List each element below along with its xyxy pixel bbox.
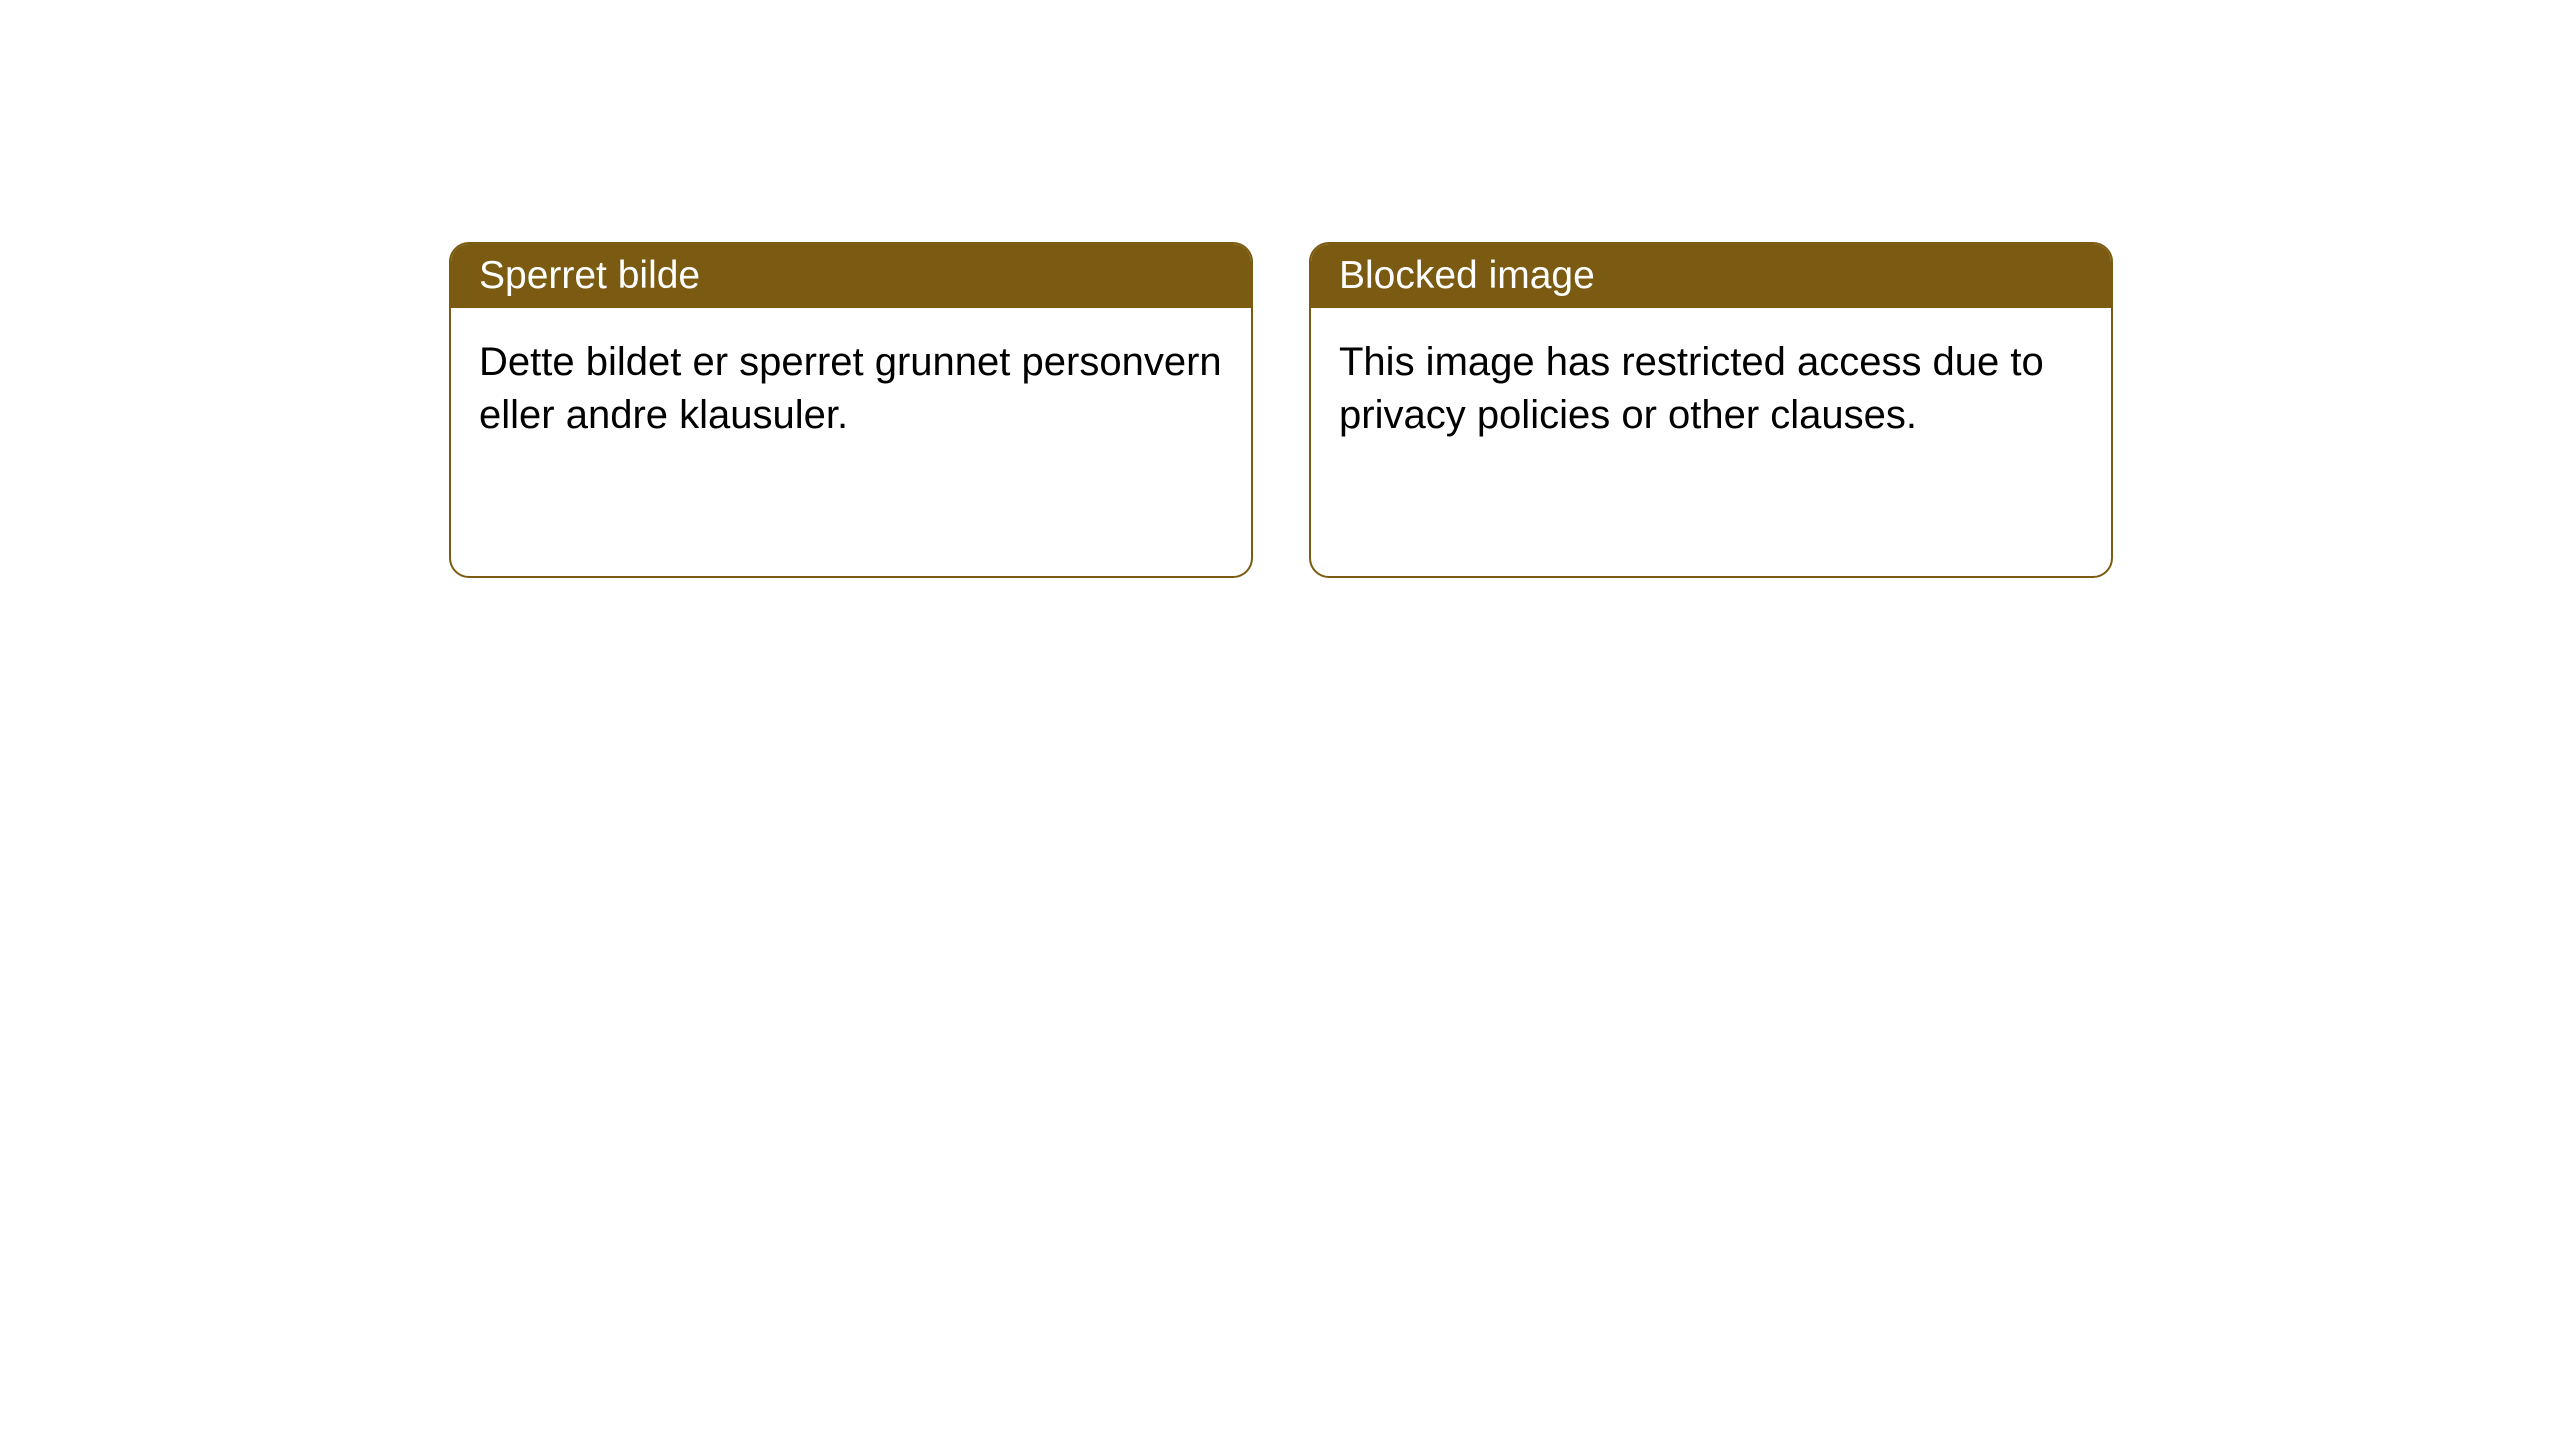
notice-title-norwegian: Sperret bilde xyxy=(479,254,700,297)
notice-header-english: Blocked image xyxy=(1311,244,2111,308)
notice-message-english: This image has restricted access due to … xyxy=(1339,340,2044,437)
notice-body-norwegian: Dette bildet er sperret grunnet personve… xyxy=(451,308,1251,470)
notice-body-english: This image has restricted access due to … xyxy=(1311,308,2111,470)
notice-message-norwegian: Dette bildet er sperret grunnet personve… xyxy=(479,340,1222,437)
notice-header-norwegian: Sperret bilde xyxy=(451,244,1251,308)
notice-card-norwegian: Sperret bilde Dette bildet er sperret gr… xyxy=(449,242,1253,578)
notice-title-english: Blocked image xyxy=(1339,254,1595,297)
notice-container: Sperret bilde Dette bildet er sperret gr… xyxy=(0,0,2560,578)
notice-card-english: Blocked image This image has restricted … xyxy=(1309,242,2113,578)
